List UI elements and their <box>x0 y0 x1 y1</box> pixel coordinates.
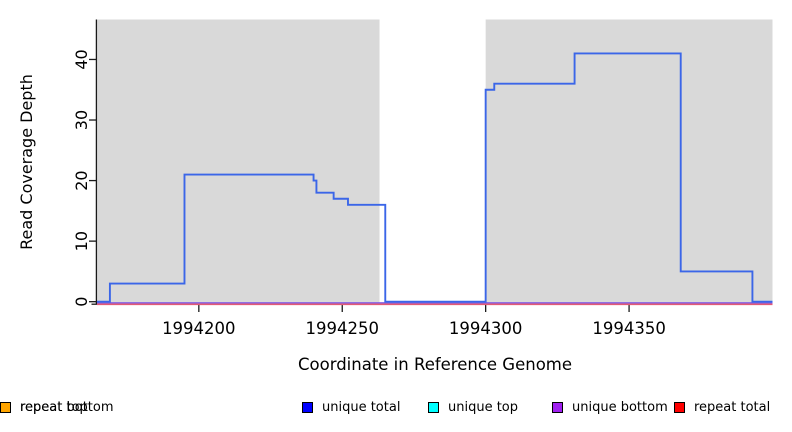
unique-bottom-swatch-icon <box>552 402 563 413</box>
coverage-step-line <box>97 52 773 303</box>
legend-label: repeat bottom <box>20 400 114 415</box>
x-tick-label: 1994200 <box>162 319 236 338</box>
unique-top-swatch-icon <box>428 402 439 413</box>
y-tick-label: 10 <box>72 231 91 251</box>
legend-item-unique-bottom: unique bottom <box>552 400 668 415</box>
legend-item-repeat-total: repeat total <box>674 400 770 415</box>
legend-item-unique-top: unique top <box>428 400 518 415</box>
x-tick-label: 1994250 <box>305 319 379 338</box>
legend-item-unique-total: unique total <box>302 400 400 415</box>
legend-label: repeat top <box>20 400 88 415</box>
y-axis-title: Read Coverage Depth <box>17 74 36 250</box>
unique-total-swatch-icon <box>302 402 313 413</box>
shaded-region <box>485 19 773 304</box>
x-axis-title: Coordinate in Reference Genome <box>297 355 573 374</box>
repeat-total-swatch-icon <box>674 402 685 413</box>
x-tick-label: 1994350 <box>592 319 666 338</box>
legend-item-repeat-bottom: repeat bottom <box>0 400 114 415</box>
legend-label: unique bottom <box>572 400 668 415</box>
y-tick-label: 20 <box>72 170 91 190</box>
legend-label: repeat total <box>694 400 771 415</box>
legend-label: unique top <box>448 400 519 415</box>
x-tick-label: 1994300 <box>449 319 523 338</box>
y-tick-label: 40 <box>72 49 91 69</box>
y-tick-label: 0 <box>72 297 91 307</box>
repeat-bottom-swatch-icon <box>0 402 11 413</box>
y-tick-label: 30 <box>72 110 91 130</box>
legend-label: unique total <box>322 400 401 415</box>
shaded-region <box>97 19 380 304</box>
